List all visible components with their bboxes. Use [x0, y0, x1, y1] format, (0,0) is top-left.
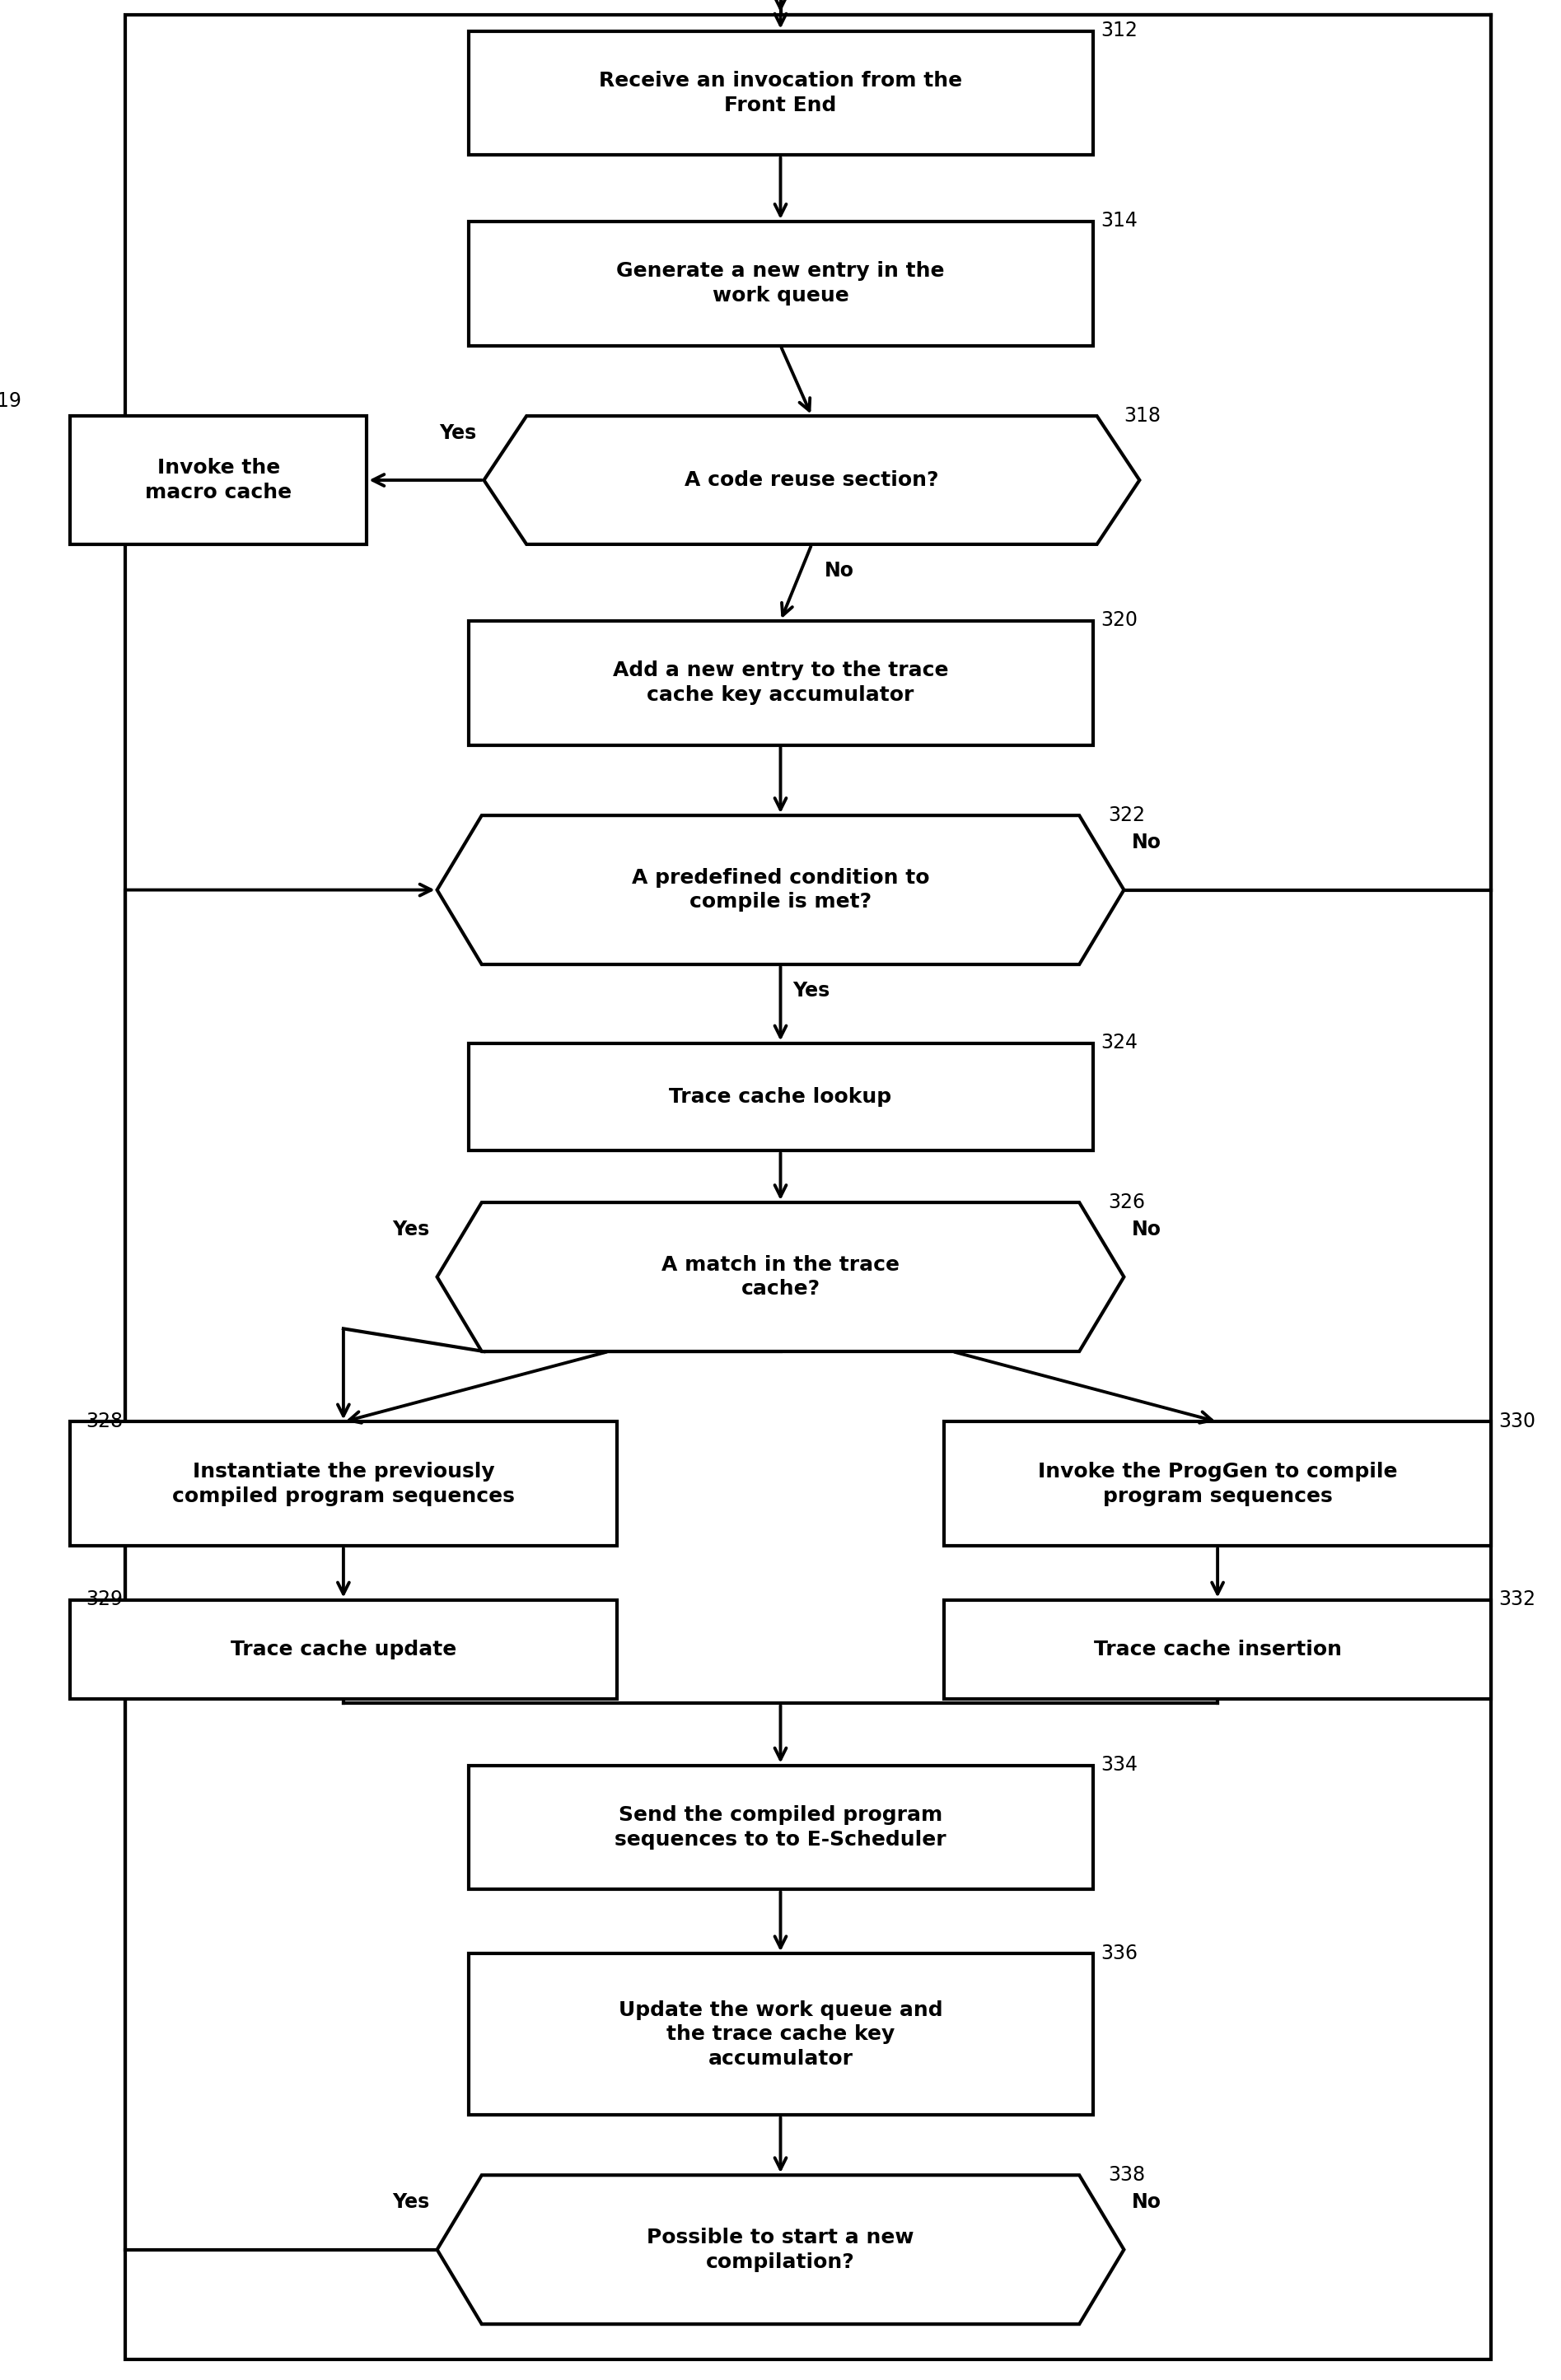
Text: A code reuse section?: A code reuse section?	[685, 471, 938, 490]
Text: 324: 324	[1101, 1033, 1138, 1052]
Text: A predefined condition to
compile is met?: A predefined condition to compile is met…	[632, 869, 929, 912]
FancyBboxPatch shape	[70, 416, 367, 545]
Text: Instantiate the previously
compiled program sequences: Instantiate the previously compiled prog…	[172, 1461, 515, 1507]
Text: 336: 336	[1101, 1944, 1138, 1963]
Text: 328: 328	[86, 1411, 123, 1430]
Text: Yes: Yes	[793, 981, 830, 1000]
Text: 334: 334	[1101, 1754, 1138, 1775]
Text: 330: 330	[1499, 1411, 1536, 1430]
FancyBboxPatch shape	[70, 1421, 617, 1547]
Text: No: No	[1132, 833, 1161, 852]
Text: Trace cache insertion: Trace cache insertion	[1094, 1640, 1341, 1659]
Text: 314: 314	[1101, 212, 1138, 231]
FancyBboxPatch shape	[468, 621, 1093, 745]
Polygon shape	[437, 2175, 1124, 2325]
FancyBboxPatch shape	[70, 1599, 617, 1699]
Text: 326: 326	[1108, 1192, 1146, 1211]
Text: Yes: Yes	[392, 1221, 429, 1240]
Text: Add a new entry to the trace
cache key accumulator: Add a new entry to the trace cache key a…	[612, 662, 949, 704]
FancyBboxPatch shape	[944, 1599, 1491, 1699]
Text: Yes: Yes	[392, 2192, 429, 2213]
Text: A match in the trace
cache?: A match in the trace cache?	[662, 1254, 899, 1299]
Text: Trace cache lookup: Trace cache lookup	[670, 1088, 891, 1107]
Text: Receive an invocation from the
Front End: Receive an invocation from the Front End	[599, 71, 962, 114]
FancyBboxPatch shape	[468, 221, 1093, 345]
Polygon shape	[437, 816, 1124, 964]
Polygon shape	[437, 1202, 1124, 1352]
FancyBboxPatch shape	[468, 1042, 1093, 1150]
Text: 338: 338	[1108, 2166, 1146, 2185]
Text: Yes: Yes	[439, 424, 476, 443]
Text: 318: 318	[1124, 405, 1161, 426]
FancyBboxPatch shape	[468, 1954, 1093, 2116]
Text: Possible to start a new
compilation?: Possible to start a new compilation?	[646, 2228, 915, 2273]
Text: Update the work queue and
the trace cache key
accumulator: Update the work queue and the trace cach…	[618, 1999, 943, 2068]
Text: 312: 312	[1101, 21, 1138, 40]
Text: 332: 332	[1499, 1590, 1536, 1609]
FancyBboxPatch shape	[468, 31, 1093, 155]
Text: Trace cache update: Trace cache update	[231, 1640, 456, 1659]
Text: Invoke the
macro cache: Invoke the macro cache	[145, 457, 292, 502]
Text: 320: 320	[1101, 612, 1138, 631]
Text: No: No	[1132, 1221, 1161, 1240]
Text: No: No	[1132, 2192, 1161, 2213]
Polygon shape	[484, 416, 1140, 545]
Text: Send the compiled program
sequences to to E-Scheduler: Send the compiled program sequences to t…	[615, 1806, 946, 1849]
Text: 319: 319	[0, 390, 22, 412]
FancyBboxPatch shape	[944, 1421, 1491, 1547]
Text: Generate a new entry in the
work queue: Generate a new entry in the work queue	[617, 262, 944, 305]
Text: Invoke the ProgGen to compile
program sequences: Invoke the ProgGen to compile program se…	[1038, 1461, 1397, 1507]
Text: 329: 329	[86, 1590, 123, 1609]
Text: 322: 322	[1108, 804, 1146, 826]
FancyBboxPatch shape	[468, 1766, 1093, 1890]
Text: No: No	[824, 562, 854, 581]
